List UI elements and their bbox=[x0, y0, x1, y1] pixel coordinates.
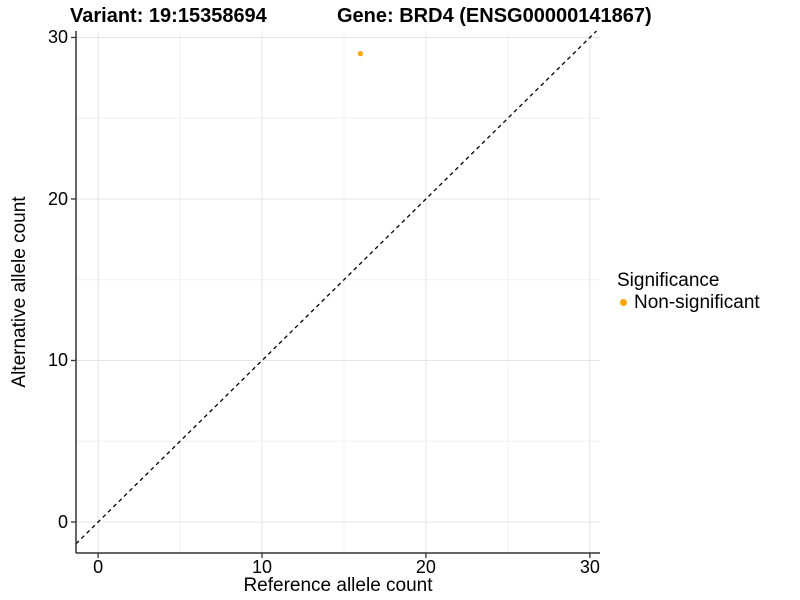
x-tick-label: 30 bbox=[579, 557, 600, 577]
x-tick-label: 0 bbox=[93, 557, 104, 577]
data-point bbox=[357, 51, 363, 57]
x-axis-title: Reference allele count bbox=[243, 575, 433, 596]
identity-line bbox=[75, 30, 597, 545]
legend-item-label: Non-significant bbox=[634, 292, 760, 313]
legend-title: Significance bbox=[617, 270, 720, 291]
x-tick-label: 10 bbox=[252, 557, 273, 577]
y-tick-label: 30 bbox=[47, 27, 68, 48]
y-tick-label: 20 bbox=[47, 188, 68, 209]
legend-items: Non-significant bbox=[614, 292, 760, 313]
y-tick-label: 0 bbox=[57, 511, 68, 532]
y-axis-title: Alternative allele count bbox=[9, 196, 30, 388]
legend-key-dot-icon bbox=[620, 299, 627, 306]
legend-item: Non-significant bbox=[614, 292, 760, 313]
legend: Significance Non-significant bbox=[614, 270, 760, 313]
plot-title-gene: Gene: BRD4 (ENSG00000141867) bbox=[337, 5, 652, 27]
x-tick-label: 20 bbox=[415, 557, 436, 577]
y-tick-label: 10 bbox=[47, 350, 68, 371]
plot-title-variant: Variant: 19:15358694 bbox=[70, 5, 267, 27]
